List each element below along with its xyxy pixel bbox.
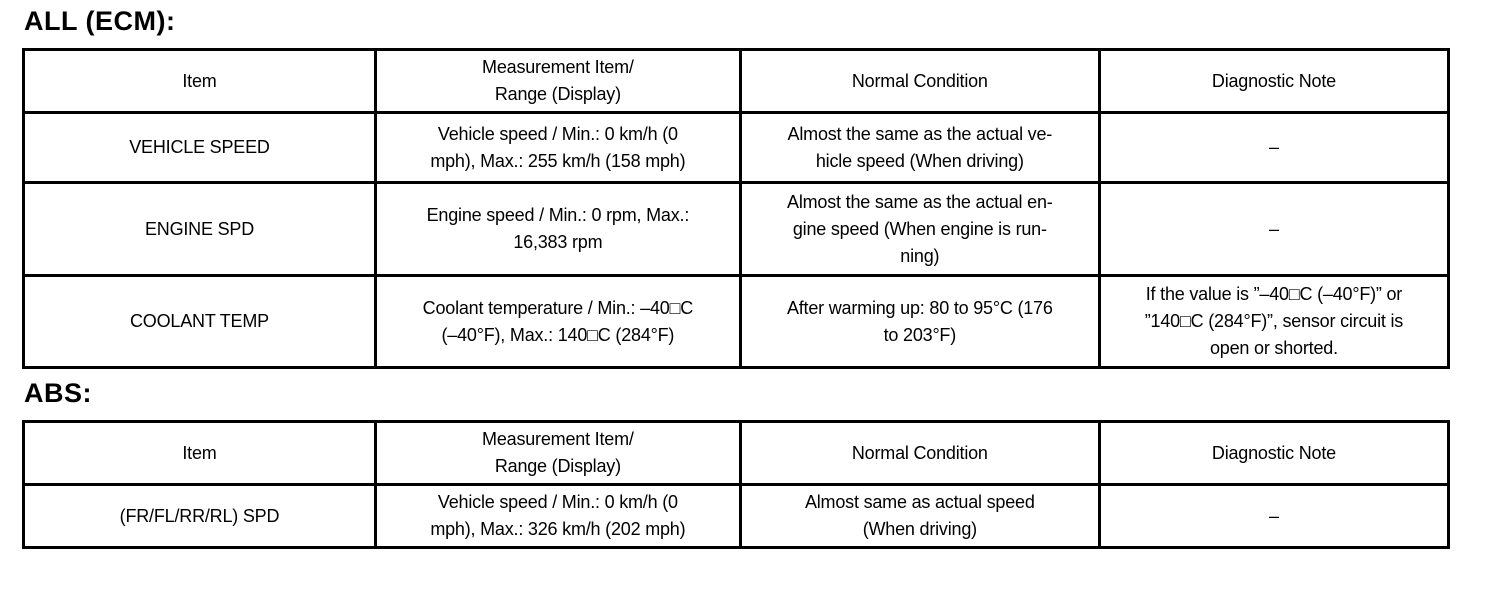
cell-measurement: Engine speed / Min.: 0 rpm, Max.: 16,383… [373,181,742,277]
abs-col-header-normal-condition: Normal Condition [738,420,1101,486]
cell-diagnostic-note: If the value is ”–40□C (–40°F)” or ”140□… [1097,274,1451,369]
cell-normal-condition: Almost the same as the actual ve- hicle … [738,111,1101,184]
ecm-header-row: Item Measurement Item/ Range (Display) N… [22,48,1451,114]
ecm-col-header-measurement: Measurement Item/ Range (Display) [373,48,742,114]
cell-measurement: Vehicle speed / Min.: 0 km/h (0 mph), Ma… [373,483,742,549]
abs-data-table: Item Measurement Item/ Range (Display) N… [22,420,1451,549]
cell-diagnostic-note: – [1097,111,1451,184]
abs-col-header-diagnostic-note: Diagnostic Note [1097,420,1451,486]
table-row-engine-spd: ENGINE SPD Engine speed / Min.: 0 rpm, M… [22,181,1451,277]
table-row-vehicle-speed: VEHICLE SPEED Vehicle speed / Min.: 0 km… [22,111,1451,184]
cell-item: VEHICLE SPEED [22,111,377,184]
ecm-data-table: Item Measurement Item/ Range (Display) N… [22,48,1451,369]
cell-diagnostic-note: – [1097,483,1451,549]
ecm-col-header-item: Item [22,48,377,114]
section-title-ecm: ALL (ECM): [24,6,176,36]
cell-item: ENGINE SPD [22,181,377,277]
ecm-col-header-diagnostic-note: Diagnostic Note [1097,48,1451,114]
abs-header-row: Item Measurement Item/ Range (Display) N… [22,420,1451,486]
table-row-wheel-spd: (FR/FL/RR/RL) SPD Vehicle speed / Min.: … [22,483,1451,549]
cell-diagnostic-note: – [1097,181,1451,277]
cell-measurement: Vehicle speed / Min.: 0 km/h (0 mph), Ma… [373,111,742,184]
section-title-abs: ABS: [24,378,92,408]
cell-normal-condition: After warming up: 80 to 95°C (176 to 203… [738,274,1101,369]
cell-item: (FR/FL/RR/RL) SPD [22,483,377,549]
abs-col-header-measurement: Measurement Item/ Range (Display) [373,420,742,486]
ecm-col-header-normal-condition: Normal Condition [738,48,1101,114]
cell-normal-condition: Almost the same as the actual en- gine s… [738,181,1101,277]
table-row-coolant-temp: COOLANT TEMP Coolant temperature / Min.:… [22,274,1451,369]
cell-item: COOLANT TEMP [22,274,377,369]
cell-normal-condition: Almost same as actual speed (When drivin… [738,483,1101,549]
abs-col-header-item: Item [22,420,377,486]
cell-measurement: Coolant temperature / Min.: –40□C (–40°F… [373,274,742,369]
